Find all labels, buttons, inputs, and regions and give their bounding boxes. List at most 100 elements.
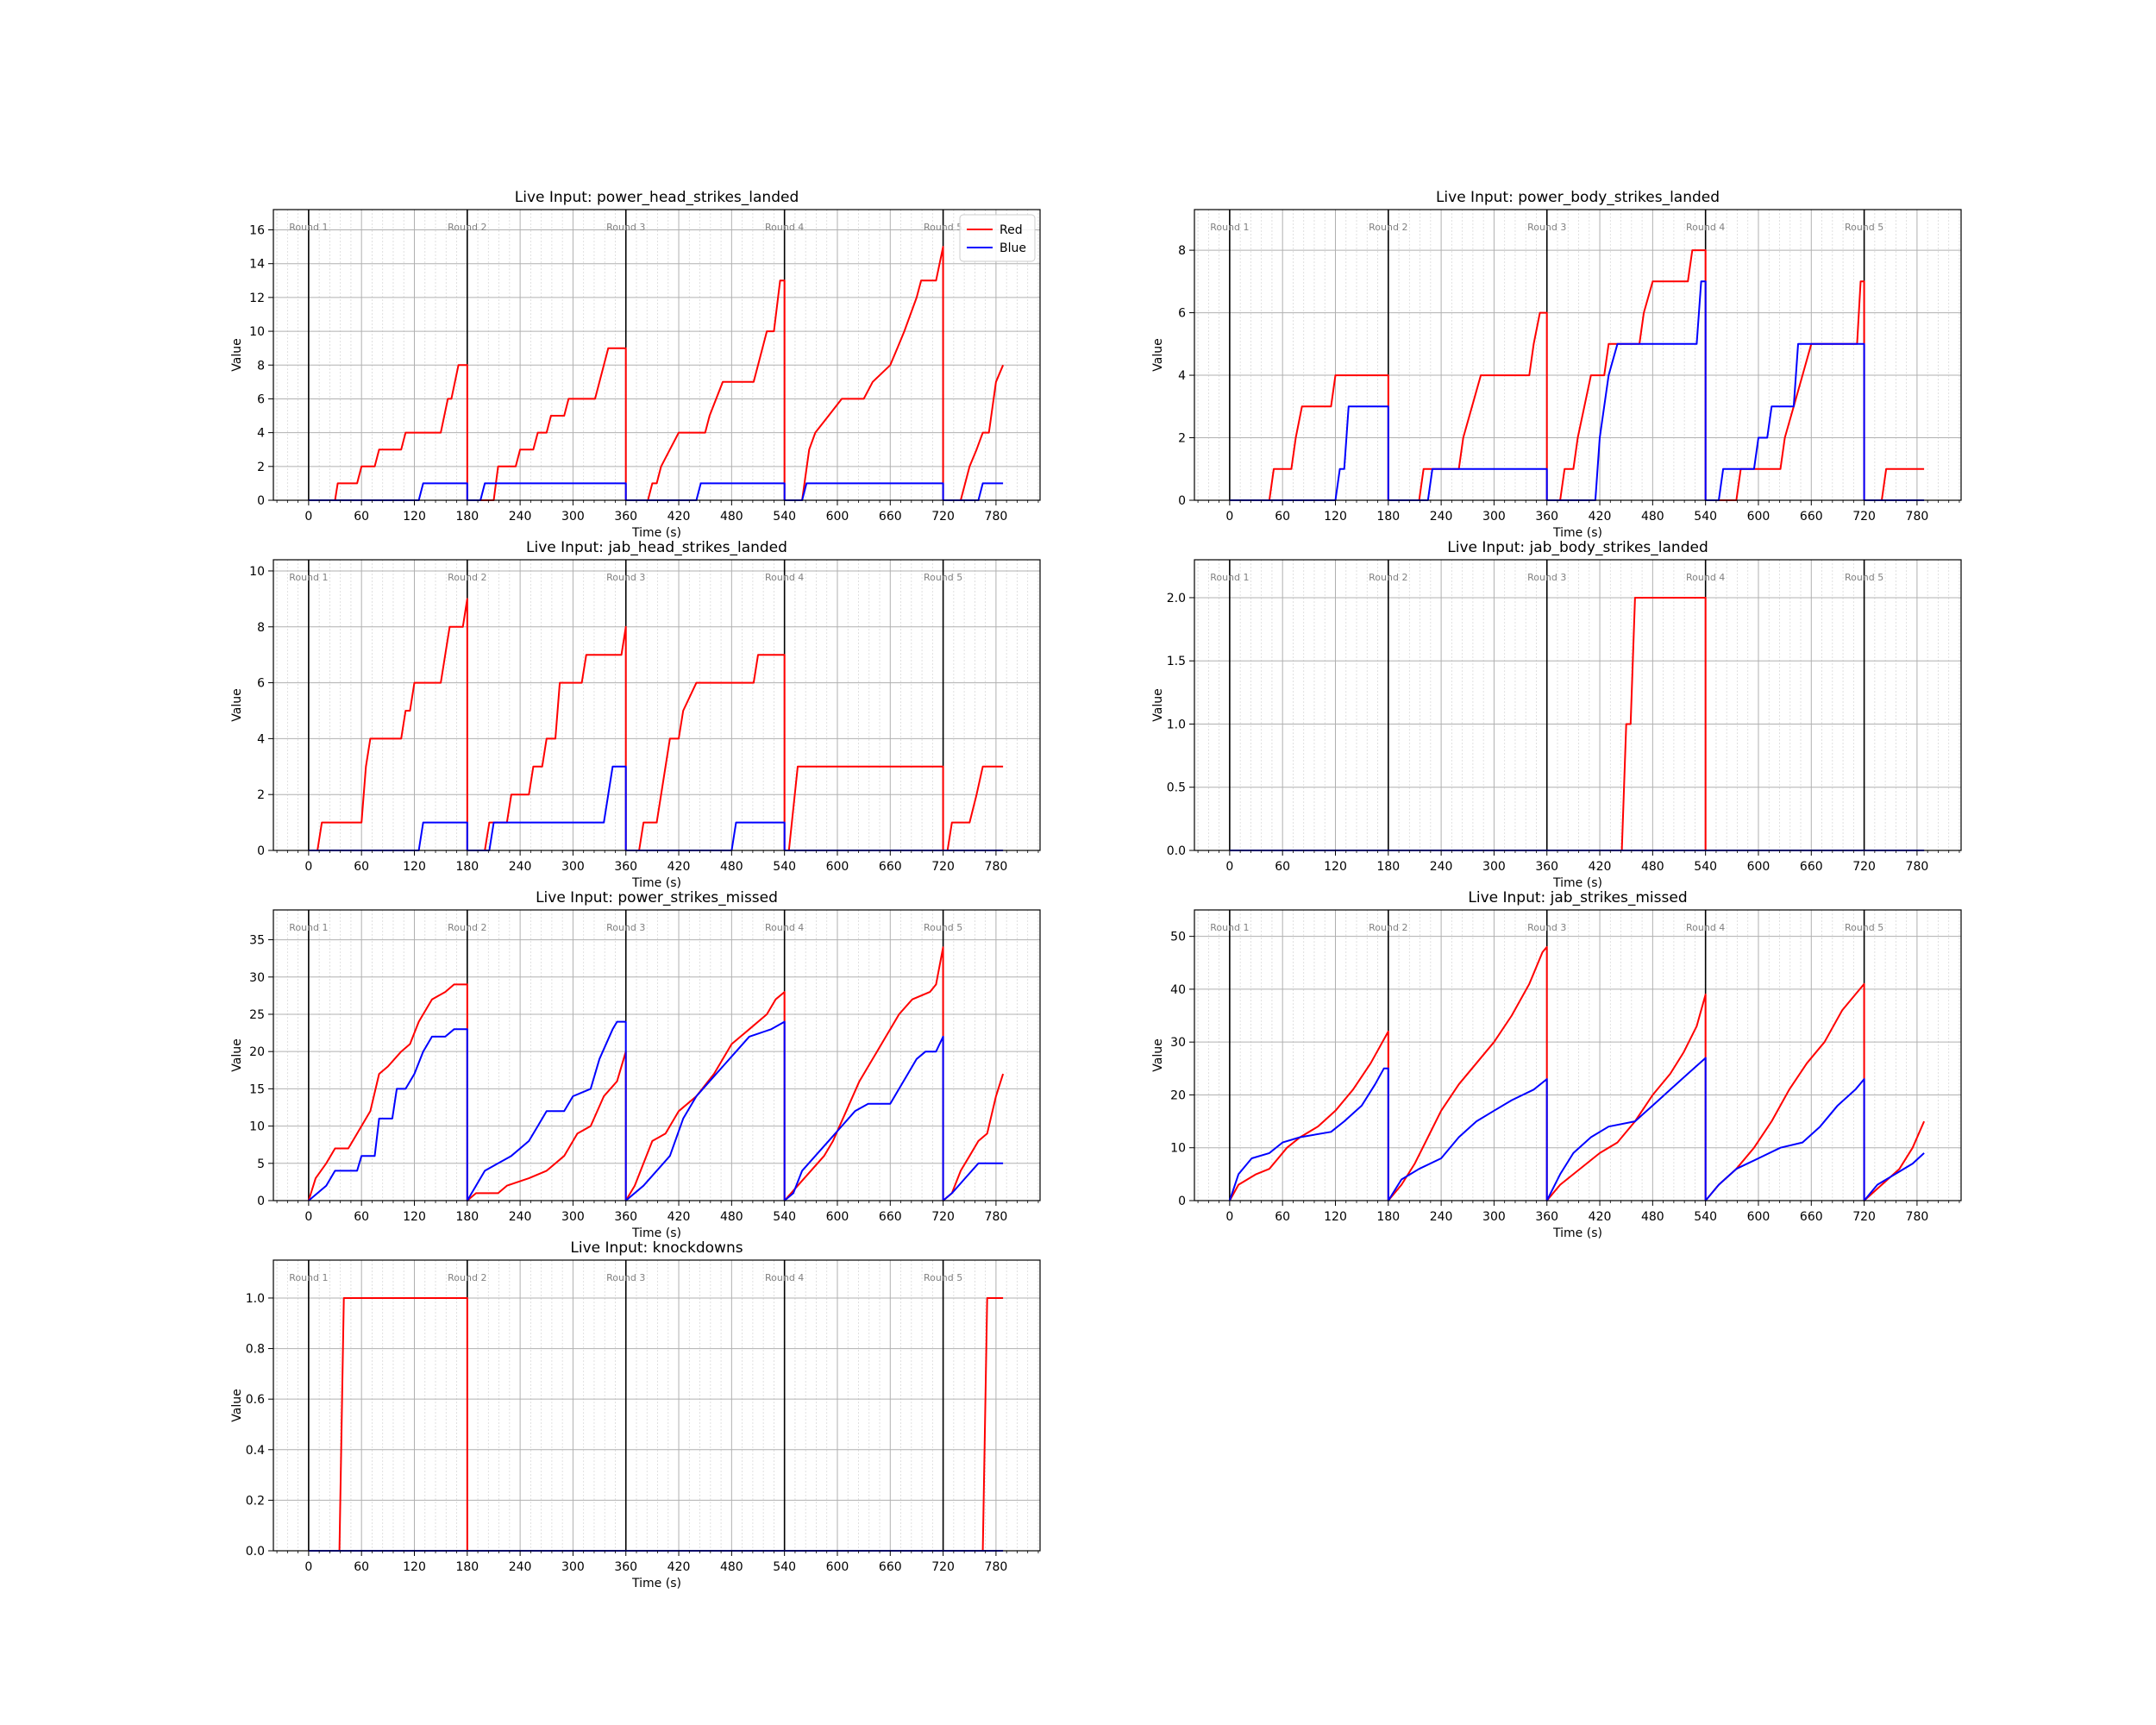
x-tick-label: 120: [1324, 510, 1347, 524]
axes-frame: [1194, 559, 1962, 851]
x-tick-label: 480: [1641, 1210, 1664, 1224]
round-label-5: Round 5: [1845, 922, 1883, 933]
y-tick-label: 1.5: [1167, 655, 1186, 668]
series-line-blue: [308, 765, 1004, 851]
x-tick-label: 180: [455, 1210, 479, 1224]
x-tick-label: 240: [509, 1560, 532, 1574]
chart-title: Live Input: jab_body_strikes_landed: [1447, 539, 1708, 556]
x-tick-label: 240: [509, 1210, 532, 1224]
y-axis-label: Value: [230, 338, 244, 371]
y-tick-label: 0: [1178, 494, 1186, 508]
y-tick-label: 35: [249, 934, 265, 948]
x-tick-label: 240: [1430, 510, 1453, 524]
series-line-red: [1229, 597, 1925, 851]
x-tick-label: 420: [667, 1560, 691, 1574]
round-label-3: Round 3: [606, 572, 645, 583]
x-tick-label: 240: [1430, 860, 1453, 874]
round-label-1: Round 1: [1210, 572, 1249, 583]
chart-panel-7: Round 1 Round 2 Round 3 Round 4 Round 5 0 60 12…: [230, 1239, 1041, 1590]
y-tick-label: 0.8: [246, 1343, 265, 1357]
x-tick-label: 780: [1906, 860, 1929, 874]
x-tick-label: 300: [1482, 860, 1506, 874]
x-tick-label: 540: [773, 510, 796, 524]
y-axis-label: Value: [230, 688, 244, 721]
y-tick-label: 0.0: [1167, 844, 1186, 858]
x-tick-label: 540: [773, 1560, 796, 1574]
x-tick-label: 660: [879, 1210, 902, 1224]
chart-panel-6: Round 1 Round 2 Round 3 Round 4 Round 5 0 60 12…: [1151, 889, 1962, 1240]
x-tick-label: 720: [931, 510, 955, 524]
legend-label-blue: Blue: [1000, 242, 1026, 255]
chart-title: Live Input: power_strikes_missed: [536, 889, 778, 906]
y-tick-label: 0.4: [246, 1444, 265, 1458]
x-tick-label: 540: [1694, 860, 1717, 874]
chart-panel-1: Round 1 Round 2 Round 3 Round 4 Round 50 60 12…: [230, 189, 1041, 540]
x-tick-label: 300: [1482, 510, 1506, 524]
x-tick-label: 0: [304, 1210, 312, 1224]
round-label-5: Round 5: [924, 222, 962, 233]
x-tick-label: 120: [403, 1210, 426, 1224]
x-tick-label: 300: [561, 860, 585, 874]
y-tick-label: 8: [257, 621, 265, 635]
x-tick-label: 480: [720, 860, 743, 874]
x-tick-label: 300: [1482, 1210, 1506, 1224]
axes-frame: [273, 909, 1041, 1201]
x-tick-label: 780: [1906, 510, 1929, 524]
axes-frame: [273, 559, 1041, 851]
x-tick-label: 660: [879, 860, 902, 874]
x-tick-label: 360: [614, 510, 637, 524]
x-axis-label: Time (s): [631, 1577, 681, 1590]
x-tick-label: 0: [1225, 510, 1233, 524]
x-tick-label: 360: [614, 1560, 637, 1574]
y-tick-label: 2: [1178, 432, 1186, 446]
x-tick-label: 780: [985, 1210, 1008, 1224]
chart-title: Live Input: knockdowns: [570, 1239, 743, 1257]
x-tick-label: 360: [614, 860, 637, 874]
round-label-2: Round 2: [448, 922, 486, 933]
x-tick-label: 180: [455, 1560, 479, 1574]
chart-panel-5: Round 1 Round 2 Round 3 Round 4 Round 5 0 60 12…: [230, 889, 1041, 1240]
x-tick-label: 720: [931, 860, 955, 874]
x-tick-label: 660: [879, 510, 902, 524]
y-tick-label: 10: [249, 325, 265, 339]
round-label-4: Round 4: [1686, 572, 1725, 583]
round-label-4: Round 4: [765, 922, 804, 933]
y-tick-label: 0: [1178, 1195, 1186, 1208]
y-tick-label: 0: [257, 844, 265, 858]
x-tick-label: 240: [509, 860, 532, 874]
round-label-2: Round 2: [1369, 572, 1407, 583]
x-axis-label: Time (s): [631, 526, 681, 540]
x-tick-label: 660: [1800, 860, 1823, 874]
x-tick-label: 360: [614, 1210, 637, 1224]
x-tick-label: 540: [773, 860, 796, 874]
x-tick-label: 480: [1641, 860, 1664, 874]
y-tick-label: 20: [1170, 1088, 1186, 1102]
round-label-2: Round 2: [448, 572, 486, 583]
y-tick-label: 40: [1170, 983, 1186, 997]
x-axis-label: Time (s): [631, 1226, 681, 1240]
y-tick-label: 10: [249, 565, 265, 579]
round-label-5: Round 5: [1845, 222, 1883, 233]
x-tick-label: 60: [354, 860, 369, 874]
x-tick-label: 420: [1589, 510, 1612, 524]
x-tick-label: 600: [826, 1210, 849, 1224]
axes-frame: [1194, 209, 1962, 501]
round-label-5: Round 5: [1845, 572, 1883, 583]
y-tick-label: 0.6: [246, 1393, 265, 1407]
round-label-2: Round 2: [1369, 922, 1407, 933]
y-axis-label: Value: [1151, 338, 1165, 371]
x-tick-label: 780: [985, 860, 1008, 874]
series-line-blue: [1229, 280, 1925, 501]
x-tick-label: 0: [1225, 860, 1233, 874]
y-axis-label: Value: [1151, 1038, 1165, 1071]
y-tick-label: 0: [257, 1195, 265, 1208]
series-line-red: [308, 1297, 1004, 1552]
series-line-red: [307, 946, 1005, 1201]
chart-title: Live Input: jab_strikes_missed: [1468, 889, 1687, 906]
y-tick-label: 4: [257, 427, 265, 441]
x-tick-label: 60: [354, 1560, 369, 1574]
round-label-4: Round 4: [765, 572, 804, 583]
round-label-1: Round 1: [289, 1272, 328, 1283]
legend: Red Blue: [959, 214, 1036, 262]
x-tick-label: 180: [1376, 860, 1400, 874]
